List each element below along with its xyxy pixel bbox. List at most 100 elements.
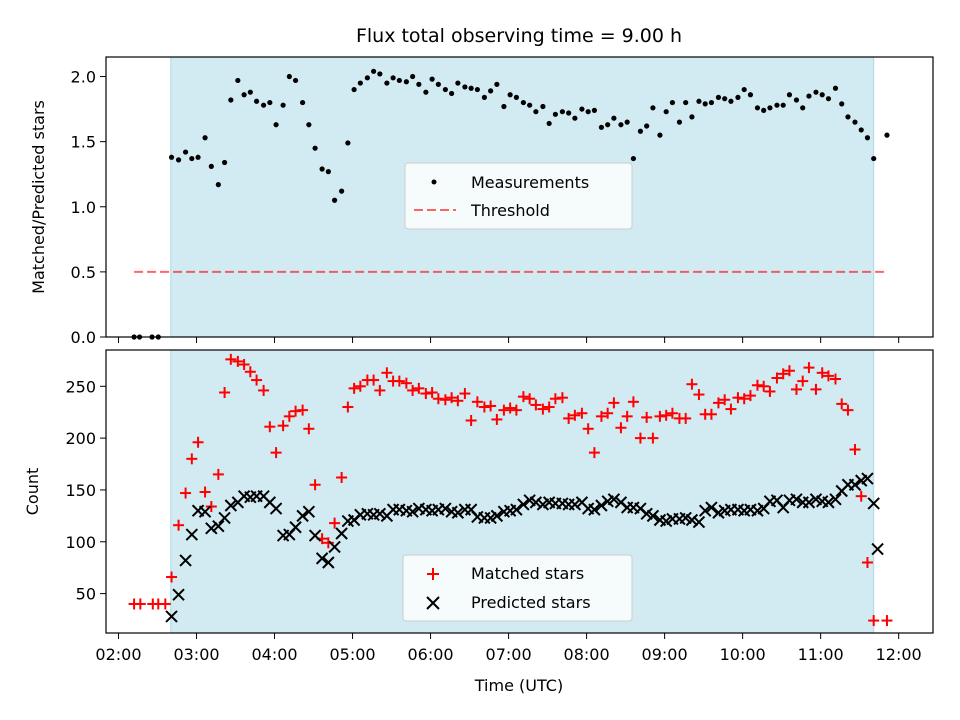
matched-star-point [264, 421, 276, 433]
measurement-point [429, 76, 435, 82]
measurement-point [494, 81, 500, 87]
measurement-point [468, 85, 474, 91]
bottom-x-tick-label: 09:00 [642, 645, 688, 664]
matched-star-point [478, 401, 490, 413]
measurement-point [462, 84, 468, 90]
measurement-point [747, 92, 754, 98]
matched-star-point [537, 403, 549, 415]
matched-star-point [790, 383, 802, 395]
bottom-x-tick-label: 11:00 [798, 645, 844, 664]
matched-star-point [212, 468, 224, 480]
measurement-point [618, 122, 624, 128]
measurement-point [410, 73, 416, 80]
predicted-star-point [322, 556, 335, 569]
measurement-point [552, 111, 558, 117]
bottom-y-tick-label: 100 [65, 533, 96, 552]
predicted-star-point [529, 496, 543, 509]
bottom-x-axis: 02:00 03:00 04:00 05:00 06:00 07:00 08:00 09:00… [95, 633, 922, 664]
measurement-point [449, 90, 455, 97]
matched-star-point [855, 490, 867, 502]
matched-star-point [413, 382, 425, 394]
measurement-point [611, 115, 617, 121]
matched-star-point [510, 404, 522, 416]
measurement-point [663, 109, 669, 115]
measurement-point [793, 97, 800, 103]
measurement-point [364, 75, 370, 81]
matched-star-point [459, 388, 471, 400]
measurement-point [566, 110, 572, 116]
measurement-points [131, 68, 890, 340]
predicted-star-point [212, 520, 225, 533]
legend-predicted-label: Predicted stars [471, 593, 591, 612]
predicted-star-point [165, 610, 178, 623]
predicted-star-point [568, 498, 582, 511]
bottom-y-tick-label: 50 [76, 585, 96, 604]
measurement-point [540, 103, 546, 110]
matched-star-point [485, 400, 497, 412]
matched-star-point [719, 394, 731, 406]
matched-star-point [712, 397, 724, 409]
matched-star-point [219, 387, 231, 399]
measurement-point [267, 99, 273, 106]
matched-star-point [732, 392, 744, 404]
measurement-point [175, 157, 182, 163]
matched-star-point [842, 404, 854, 416]
predicted-star-point [451, 506, 465, 519]
measurement-point [579, 106, 585, 112]
matched-star-point [588, 447, 600, 459]
measurement-point [683, 99, 689, 106]
matched-star-point [705, 408, 717, 420]
matched-star-point [134, 598, 146, 610]
measurement-point [630, 155, 637, 162]
measurement-point [215, 182, 221, 188]
predicted-star-point [406, 505, 419, 518]
measurement-point [260, 102, 267, 108]
matched-star-point [783, 365, 795, 377]
matched-star-point [329, 517, 341, 529]
measurement-point [533, 109, 539, 115]
matched-star-point [393, 375, 405, 387]
top-legend-box [404, 162, 633, 230]
matched-star-point [192, 436, 204, 448]
measurement-point [832, 85, 839, 91]
measurement-point [819, 92, 825, 98]
matched-star-point [861, 557, 873, 569]
legend-matched-marker [427, 568, 439, 580]
measurement-point [488, 88, 494, 94]
matched-star-point [543, 401, 555, 413]
matched-star-point [381, 367, 393, 379]
predicted-star-point [692, 515, 706, 529]
matched-star-point [491, 413, 503, 425]
matched-star-point [530, 399, 542, 411]
measurement-point [390, 75, 396, 81]
matched-star-point [654, 410, 666, 422]
bottom-y-axis-label: Count [23, 468, 42, 516]
matched-star-point [582, 423, 594, 435]
measurement-point [650, 105, 656, 111]
matched-stars-points [128, 353, 893, 627]
predicted-star-point [439, 502, 452, 515]
top-y-tick-label: 0.0 [71, 328, 96, 347]
bottom-y-tick-label: 150 [65, 481, 96, 500]
matched-star-point [348, 382, 360, 394]
matched-star-point [829, 373, 841, 385]
matched-star-point [368, 374, 380, 386]
top-y-axis: 0.0 0.5 1.0 1.5 2.0 [71, 68, 106, 347]
predicted-star-point [179, 554, 192, 567]
matched-star-point [608, 397, 620, 409]
measurement-point [319, 166, 325, 172]
measurement-point [774, 102, 780, 108]
measurement-point [871, 155, 877, 162]
top-y-tick-label: 2.0 [71, 68, 96, 87]
measurement-point [637, 128, 644, 134]
predicted-star-point [198, 505, 212, 518]
bottom-x-tick-label: 03:00 [173, 645, 219, 664]
measurement-point [507, 92, 513, 98]
predicted-star-point [296, 509, 309, 523]
measurement-point [520, 99, 527, 106]
matched-star-point [777, 368, 789, 380]
measurement-point [786, 92, 793, 98]
matched-star-point [186, 453, 198, 465]
measurement-point [241, 92, 247, 98]
